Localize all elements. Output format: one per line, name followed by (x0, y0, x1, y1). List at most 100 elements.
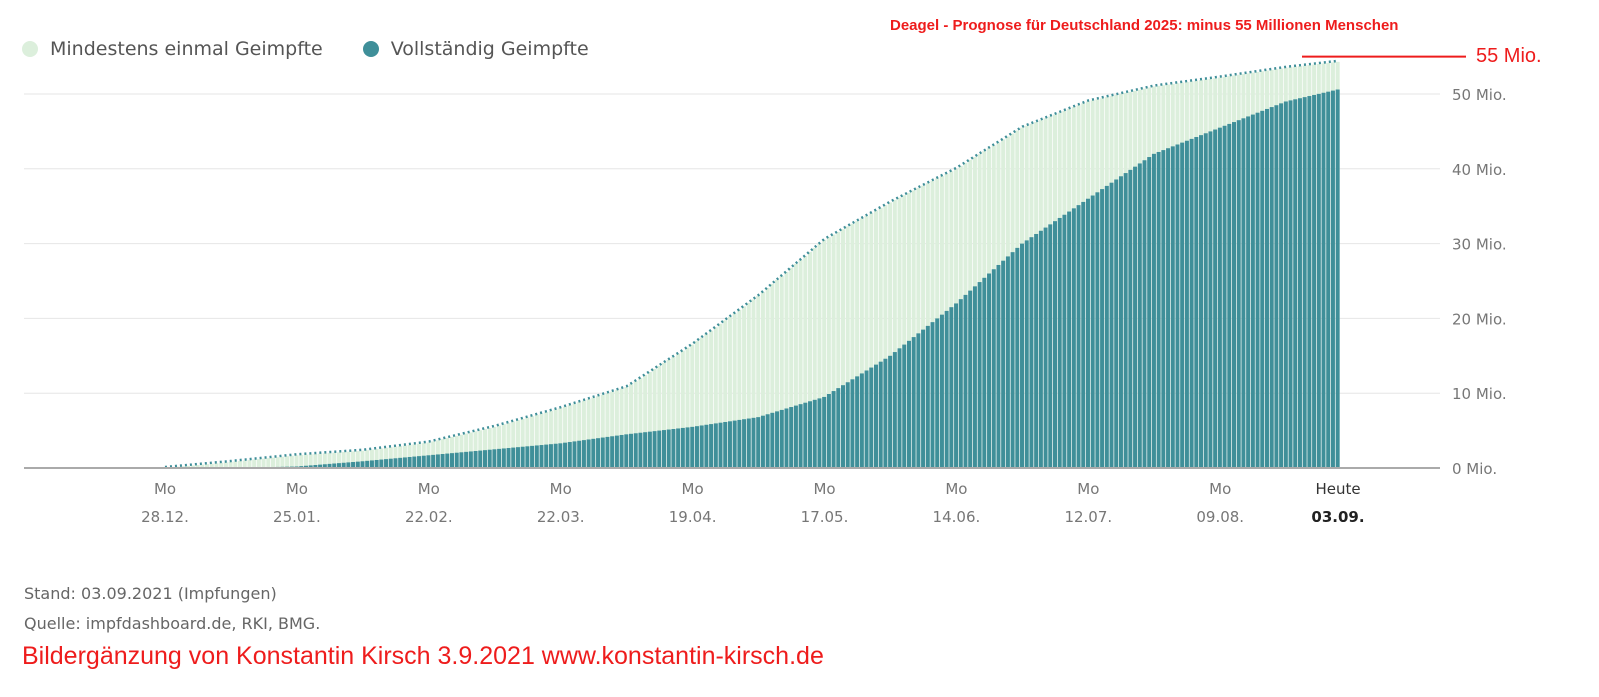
bar-fully-vaccinated (694, 426, 699, 468)
bar-first-dose (826, 237, 831, 468)
bar-first-dose (440, 439, 445, 468)
x-tick-date: 22.02. (405, 508, 453, 526)
bar-fully-vaccinated (671, 428, 676, 468)
bar-first-dose (864, 215, 869, 468)
bar-first-dose (657, 365, 662, 468)
bar-fully-vaccinated (572, 441, 577, 468)
bar-fully-vaccinated (1184, 140, 1189, 468)
bar-fully-vaccinated (1095, 192, 1100, 468)
bar-fully-vaccinated (515, 447, 520, 468)
bar-first-dose (925, 183, 930, 468)
legend-label: Mindestens einmal Geimpfte (50, 38, 323, 60)
bar-fully-vaccinated (1015, 247, 1020, 468)
bar-first-dose (793, 263, 798, 468)
bar-first-dose (610, 391, 615, 468)
bar-first-dose (515, 420, 520, 468)
bar-fully-vaccinated (661, 430, 666, 468)
bar-first-dose (553, 409, 558, 468)
bar-first-dose (482, 429, 487, 468)
bar-first-dose (548, 410, 553, 468)
bar-first-dose (228, 462, 233, 468)
bar-fully-vaccinated (313, 465, 318, 468)
y-tick-label: 10 Mio. (1452, 385, 1507, 403)
bar-fully-vaccinated (1052, 221, 1057, 468)
bar-fully-vaccinated (972, 286, 977, 468)
bar-fully-vaccinated (1208, 131, 1213, 468)
bar-first-dose (299, 454, 304, 468)
bar-fully-vaccinated (1100, 189, 1105, 469)
bar-fully-vaccinated (963, 294, 968, 468)
bar-first-dose (473, 431, 478, 468)
bar-first-dose (360, 450, 365, 468)
bar-first-dose (770, 283, 775, 468)
bar-fully-vaccinated (1104, 185, 1109, 468)
bar-fully-vaccinated (534, 445, 539, 468)
bar-fully-vaccinated (859, 373, 864, 468)
bar-first-dose (831, 234, 836, 468)
bar-fully-vaccinated (1222, 125, 1227, 468)
bar-first-dose (318, 453, 323, 468)
bar-first-dose (638, 378, 643, 468)
bar-first-dose (600, 394, 605, 468)
bar-fully-vaccinated (850, 379, 855, 468)
bar-first-dose (308, 454, 313, 468)
annotation-title: Deagel - Prognose für Deutschland 2025: … (890, 17, 1399, 34)
bar-fully-vaccinated (1010, 252, 1015, 468)
bar-first-dose (322, 453, 327, 468)
bar-fully-vaccinated (365, 460, 370, 468)
legend-item-first-dose[interactable]: Mindestens einmal Geimpfte (22, 38, 323, 60)
bar-fully-vaccinated (803, 402, 808, 468)
bar-fully-vaccinated (1194, 137, 1199, 468)
bar-first-dose (205, 464, 210, 468)
bar-fully-vaccinated (784, 408, 789, 468)
legend-swatch (362, 41, 379, 57)
bar-first-dose (619, 388, 624, 468)
bar-fully-vaccinated (1279, 103, 1284, 468)
bar-first-dose (195, 465, 200, 468)
x-tick-weekday: Mo (550, 480, 572, 498)
bar-fully-vaccinated (525, 446, 530, 468)
bar-fully-vaccinated (1137, 163, 1142, 468)
bar-fully-vaccinated (558, 443, 563, 468)
bar-fully-vaccinated (845, 382, 850, 468)
bar-fully-vaccinated (548, 444, 553, 468)
bar-fully-vaccinated (454, 452, 459, 468)
bar-first-dose (332, 452, 337, 468)
bar-fully-vaccinated (916, 333, 921, 468)
bar-fully-vaccinated (412, 456, 417, 468)
legend-label: Vollständig Geimpfte (390, 38, 589, 60)
bar-first-dose (666, 359, 671, 468)
bar-fully-vaccinated (393, 458, 398, 468)
bar-first-dose (567, 405, 572, 468)
bar-fully-vaccinated (855, 376, 860, 468)
bar-fully-vaccinated (1227, 123, 1232, 469)
bar-fully-vaccinated (1213, 129, 1218, 468)
bar-fully-vaccinated (869, 367, 874, 468)
bar-first-dose (492, 426, 497, 468)
bar-first-dose (647, 371, 652, 468)
bar-first-dose (412, 444, 417, 468)
bar-fully-vaccinated (591, 438, 596, 468)
bar-fully-vaccinated (1123, 173, 1128, 468)
bar-first-dose (572, 403, 577, 468)
bar-fully-vaccinated (402, 457, 407, 468)
bar-first-dose (841, 229, 846, 468)
bar-first-dose (822, 239, 827, 468)
bar-fully-vaccinated (939, 314, 944, 468)
bar-fully-vaccinated (567, 442, 572, 468)
bar-first-dose (407, 444, 412, 468)
bar-first-dose (897, 197, 902, 468)
bar-first-dose (294, 455, 299, 468)
bar-fully-vaccinated (657, 430, 662, 468)
legend-item-fully-vaccinated[interactable]: Vollständig Geimpfte (362, 38, 589, 60)
bar-fully-vaccinated (685, 427, 690, 468)
bar-first-dose (704, 334, 709, 468)
bar-fully-vaccinated (459, 452, 464, 468)
bar-fully-vaccinated (643, 432, 648, 468)
bar-fully-vaccinated (431, 454, 436, 468)
first-dose-dotted-line (164, 59, 1339, 469)
bar-first-dose (327, 453, 332, 468)
bar-fully-vaccinated (1109, 182, 1114, 469)
bar-fully-vaccinated (760, 415, 765, 468)
bar-fully-vaccinated (563, 442, 568, 468)
